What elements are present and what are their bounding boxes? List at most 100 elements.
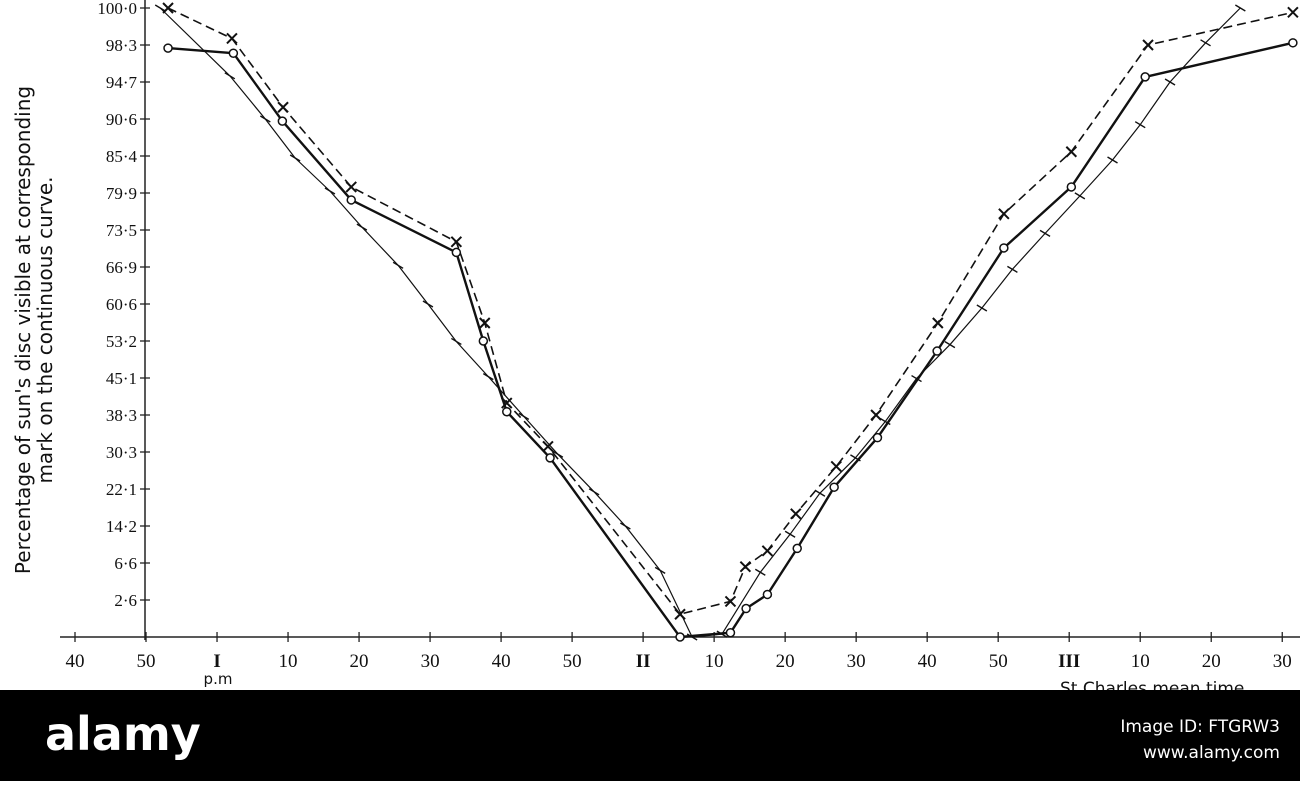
x-tick-label: 20	[1202, 651, 1221, 672]
point-tick	[154, 4, 166, 12]
x-tick-label: 40	[492, 651, 511, 672]
point-cross	[542, 440, 554, 453]
point-circle	[762, 589, 773, 600]
y-tick-label: 79·9	[106, 184, 137, 203]
series-line	[167, 7, 1294, 615]
x-tick-label: III	[1058, 651, 1080, 672]
y-tick-label: 100·0	[97, 0, 137, 18]
point-tick	[259, 115, 271, 123]
point-tick	[324, 187, 336, 195]
point-tick	[850, 454, 861, 462]
point-circle	[872, 432, 883, 443]
point-circle	[346, 195, 356, 205]
y-tick-label: 6·6	[114, 554, 137, 573]
y-axis-title-line: Percentage of sun's disc visible at corr…	[11, 86, 35, 574]
point-cross	[1065, 146, 1078, 158]
point-circle	[163, 43, 173, 53]
point-tick	[1107, 156, 1118, 164]
point-tick	[1164, 78, 1176, 86]
point-tick	[754, 568, 766, 576]
x-tick-label: 50	[989, 651, 1008, 672]
point-tick	[392, 261, 404, 269]
point-cross	[501, 397, 513, 409]
watermark-site: www.alamy.com	[1143, 743, 1280, 763]
point-tick	[1200, 39, 1211, 47]
point-tick	[482, 373, 494, 381]
series-line	[159, 7, 1241, 638]
y-tick-label: 45·1	[106, 369, 137, 388]
y-tick-label: 22·1	[106, 480, 137, 499]
point-tick	[784, 530, 796, 538]
y-axis-title: Percentage of sun's disc visible at corr…	[11, 86, 57, 574]
x-tick-label: 40	[66, 651, 85, 672]
y-tick-label: 30·3	[106, 443, 137, 462]
y-tick-label: 38·3	[106, 406, 137, 425]
x-tick-label: 10	[279, 651, 298, 672]
watermark-band	[0, 690, 1300, 781]
y-tick-label: 98·3	[106, 36, 137, 55]
point-tick	[1134, 121, 1146, 129]
point-circle	[478, 336, 489, 346]
point-circle	[545, 453, 555, 463]
point-circle	[792, 543, 802, 554]
x-tick-label: 30	[421, 651, 440, 672]
y-axis-title-line: mark on the continuous curve.	[33, 176, 57, 483]
point-cross	[277, 101, 289, 113]
point-cross	[830, 460, 842, 473]
x-tick-label: 10	[1131, 651, 1150, 672]
y-tick-label: 73·5	[106, 221, 137, 240]
point-circle	[1288, 38, 1298, 48]
point-cross	[450, 236, 463, 248]
point-circle	[1066, 182, 1077, 192]
y-tick-label: 66·9	[106, 258, 137, 277]
point-tick	[686, 633, 698, 641]
x-tick-label: I	[213, 651, 220, 672]
point-tick	[1039, 229, 1051, 237]
point-tick	[1234, 4, 1246, 12]
point-tick	[450, 337, 462, 346]
point-cross	[1142, 39, 1154, 51]
point-tick	[518, 412, 530, 420]
point-circle	[228, 48, 239, 58]
y-tick-label: 85·4	[106, 147, 138, 166]
point-tick	[1074, 192, 1086, 200]
x-tick-label: 20	[350, 651, 369, 672]
x-note: p.m	[204, 670, 233, 688]
point-tick	[976, 304, 988, 312]
point-circle	[675, 632, 685, 642]
x-tick-label: 20	[776, 651, 795, 672]
point-circle	[277, 116, 288, 126]
point-cross	[739, 560, 752, 573]
point-tick	[944, 341, 956, 349]
series-line	[167, 41, 1294, 639]
point-tick	[588, 488, 600, 496]
point-cross	[724, 595, 737, 608]
y-tick-label: 60·6	[106, 295, 137, 314]
y-tick-label: 90·6	[106, 110, 137, 129]
point-cross	[479, 317, 491, 329]
point-tick	[911, 374, 922, 383]
point-tick	[716, 630, 728, 638]
y-tick-label: 94·7	[106, 73, 138, 92]
point-tick	[552, 450, 564, 458]
point-cross	[932, 317, 944, 329]
point-cross	[998, 208, 1010, 220]
point-cross	[761, 545, 774, 557]
point-cross	[870, 409, 882, 421]
y-tick-label: 14·2	[106, 517, 137, 536]
point-circle	[451, 247, 462, 258]
point-tick	[814, 489, 826, 497]
point-circle	[725, 627, 736, 638]
point-tick	[422, 300, 434, 308]
point-cross	[1287, 6, 1299, 19]
plot-area: 2·6 6·6 14·2 22·1 30·3 38·3 45·1 53·2 60·6 66·9 73…	[66, 0, 1299, 672]
x-tick-label: 30	[1273, 651, 1292, 672]
point-tick	[654, 566, 666, 575]
point-circle	[502, 406, 512, 417]
x-tick-label: 50	[137, 651, 156, 672]
y-tick-label: 2·6	[114, 591, 137, 610]
point-circle	[999, 243, 1009, 253]
point-tick	[356, 223, 368, 231]
point-circle	[829, 482, 839, 492]
